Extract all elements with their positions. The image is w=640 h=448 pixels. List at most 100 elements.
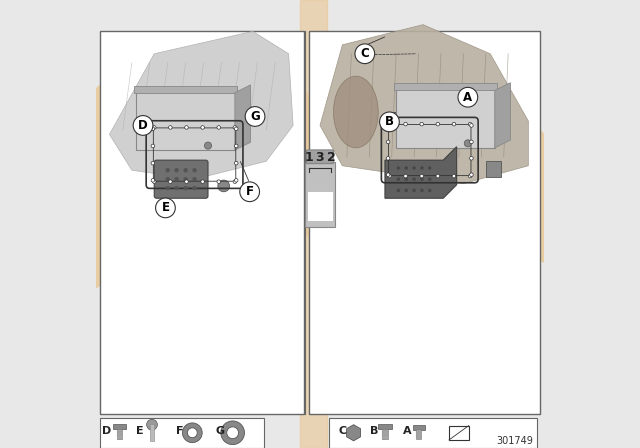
Circle shape xyxy=(355,44,374,64)
Bar xyxy=(416,429,421,439)
Circle shape xyxy=(420,177,424,181)
Circle shape xyxy=(192,186,197,190)
Circle shape xyxy=(412,177,416,181)
Circle shape xyxy=(470,124,473,127)
Text: G: G xyxy=(216,426,225,436)
FancyBboxPatch shape xyxy=(100,418,264,448)
Bar xyxy=(307,191,333,221)
Circle shape xyxy=(165,186,170,190)
Circle shape xyxy=(458,87,477,107)
Circle shape xyxy=(452,122,456,126)
Circle shape xyxy=(436,174,440,178)
Circle shape xyxy=(182,423,202,443)
Text: F: F xyxy=(176,426,184,436)
Circle shape xyxy=(217,180,221,184)
Circle shape xyxy=(470,173,473,177)
Circle shape xyxy=(420,122,424,126)
Circle shape xyxy=(428,177,431,181)
Circle shape xyxy=(185,180,188,184)
Text: 2: 2 xyxy=(327,151,335,164)
Circle shape xyxy=(174,177,179,181)
Text: C: C xyxy=(360,47,369,60)
Circle shape xyxy=(201,180,204,184)
Circle shape xyxy=(227,427,239,439)
Bar xyxy=(300,0,327,448)
Circle shape xyxy=(168,126,172,129)
Polygon shape xyxy=(113,424,126,429)
Circle shape xyxy=(420,189,424,192)
Ellipse shape xyxy=(333,76,378,148)
Circle shape xyxy=(428,166,431,170)
Polygon shape xyxy=(385,147,457,198)
Circle shape xyxy=(156,198,175,218)
FancyBboxPatch shape xyxy=(329,418,538,448)
Circle shape xyxy=(192,168,197,172)
Circle shape xyxy=(233,180,237,184)
Circle shape xyxy=(151,161,155,165)
FancyBboxPatch shape xyxy=(305,163,335,228)
Text: E: E xyxy=(136,426,143,436)
Circle shape xyxy=(165,168,170,172)
Circle shape xyxy=(420,166,424,170)
Polygon shape xyxy=(378,424,392,429)
Circle shape xyxy=(470,140,473,144)
Circle shape xyxy=(468,174,472,178)
Circle shape xyxy=(412,189,416,192)
Polygon shape xyxy=(320,25,529,184)
Text: G: G xyxy=(250,110,260,123)
Text: A: A xyxy=(403,426,412,436)
Circle shape xyxy=(240,182,260,202)
Circle shape xyxy=(404,177,408,181)
Circle shape xyxy=(151,144,155,148)
Circle shape xyxy=(234,144,238,148)
Text: F: F xyxy=(246,185,253,198)
Text: D: D xyxy=(102,426,111,436)
Circle shape xyxy=(201,126,204,129)
Circle shape xyxy=(165,177,170,181)
Circle shape xyxy=(387,173,390,177)
Polygon shape xyxy=(413,425,424,430)
Circle shape xyxy=(192,177,197,181)
Polygon shape xyxy=(347,425,360,441)
Text: E: E xyxy=(161,201,170,215)
Circle shape xyxy=(388,122,391,126)
FancyBboxPatch shape xyxy=(309,31,540,414)
Circle shape xyxy=(452,174,456,178)
Circle shape xyxy=(174,186,179,190)
FancyBboxPatch shape xyxy=(307,150,333,164)
Text: B: B xyxy=(369,426,378,436)
Circle shape xyxy=(151,127,155,131)
Circle shape xyxy=(218,180,230,192)
Circle shape xyxy=(152,180,156,184)
Bar xyxy=(382,429,388,439)
Circle shape xyxy=(174,168,179,172)
FancyBboxPatch shape xyxy=(396,85,495,148)
Circle shape xyxy=(436,122,440,126)
Circle shape xyxy=(470,156,473,160)
Circle shape xyxy=(428,189,431,192)
Circle shape xyxy=(147,419,157,430)
Circle shape xyxy=(233,126,237,129)
Circle shape xyxy=(184,168,188,172)
Polygon shape xyxy=(495,83,511,148)
Text: C: C xyxy=(339,426,346,436)
Text: A: A xyxy=(463,90,472,104)
Circle shape xyxy=(234,127,238,131)
Circle shape xyxy=(464,140,472,147)
Text: D: D xyxy=(138,119,148,132)
Circle shape xyxy=(217,126,221,129)
Circle shape xyxy=(185,126,188,129)
Circle shape xyxy=(420,174,424,178)
Bar xyxy=(150,424,154,441)
FancyBboxPatch shape xyxy=(134,86,237,93)
Circle shape xyxy=(387,156,390,160)
Circle shape xyxy=(234,161,238,165)
Circle shape xyxy=(404,166,408,170)
Text: 1: 1 xyxy=(305,151,313,164)
Circle shape xyxy=(184,177,188,181)
Bar xyxy=(449,426,468,440)
FancyBboxPatch shape xyxy=(394,83,497,90)
Polygon shape xyxy=(235,85,251,150)
Circle shape xyxy=(168,180,172,184)
Circle shape xyxy=(184,186,188,190)
